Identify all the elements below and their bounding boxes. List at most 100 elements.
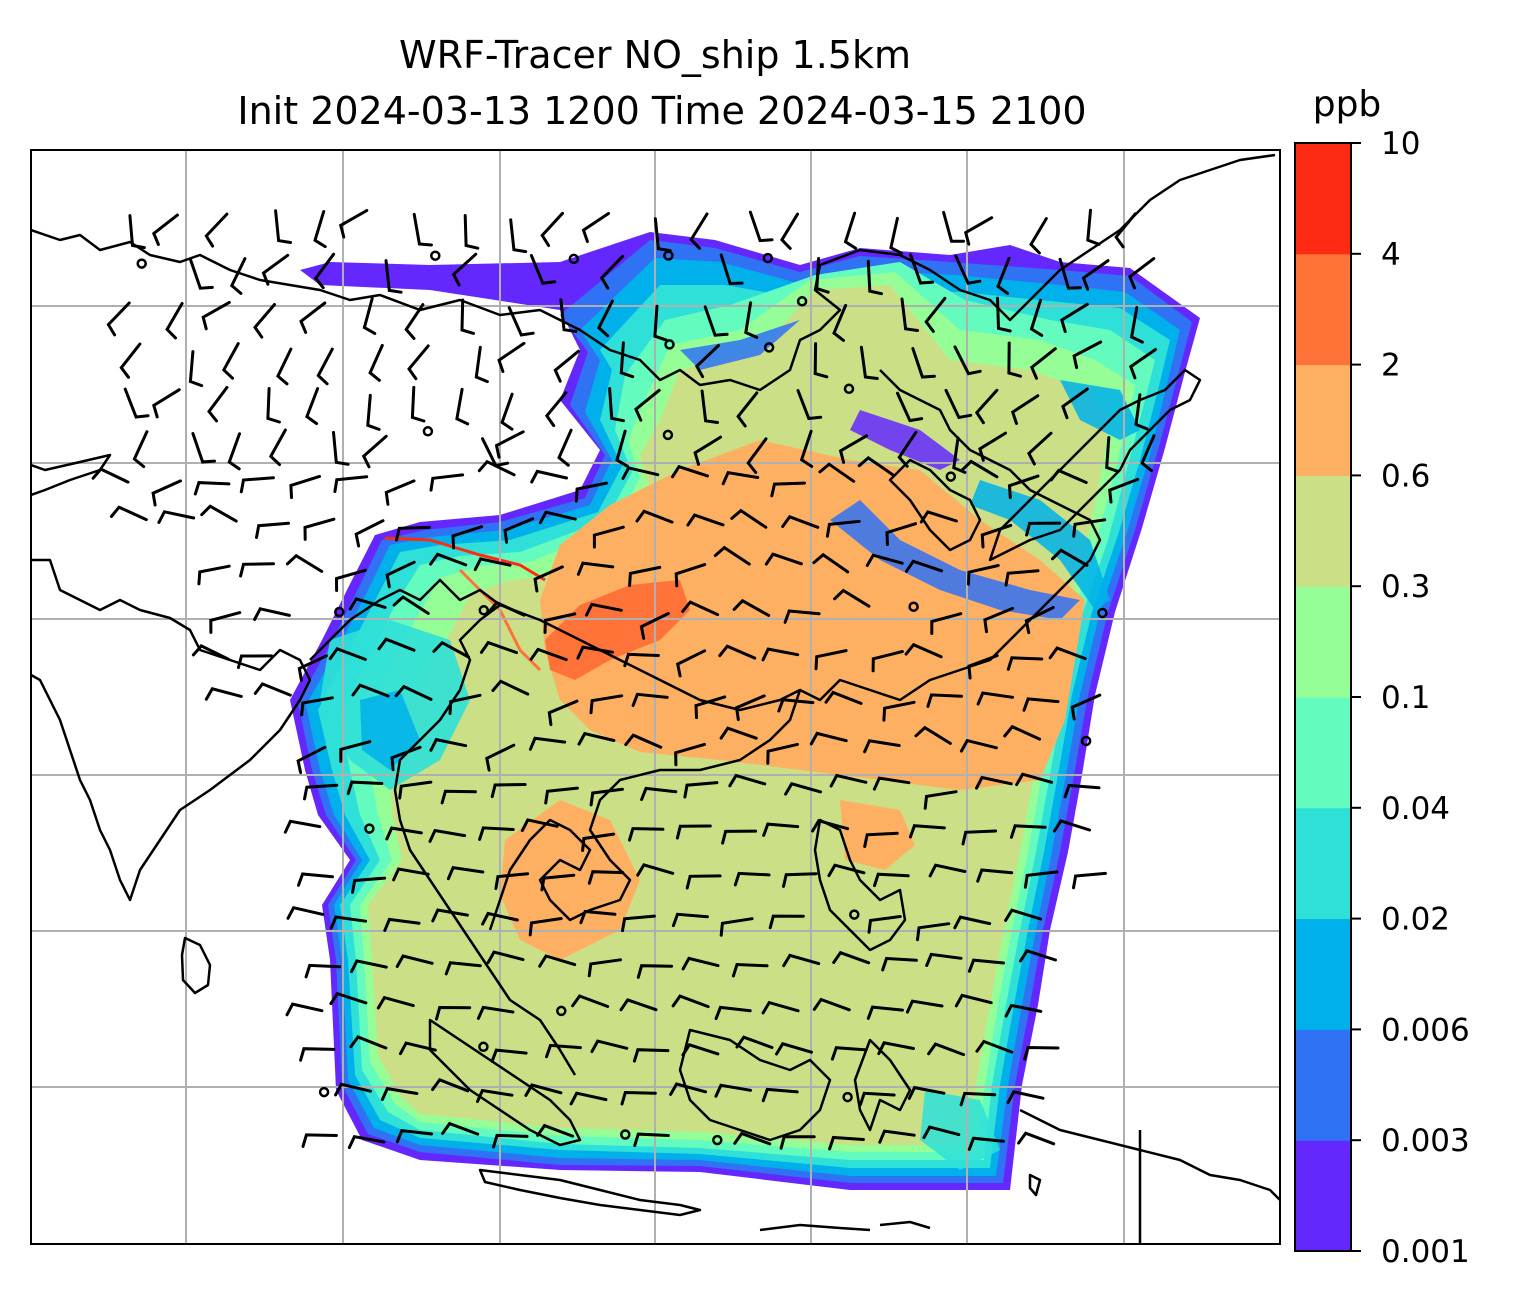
wind-barb xyxy=(201,300,231,331)
wind-barb xyxy=(897,430,918,468)
map-panel xyxy=(31,150,1280,1244)
wind-barb xyxy=(547,699,579,727)
wind-barb xyxy=(261,253,290,286)
wind-barb xyxy=(681,956,720,971)
wind-barb xyxy=(865,553,904,567)
wind-barb xyxy=(952,436,967,474)
wind-barb xyxy=(811,818,850,833)
wind-barb xyxy=(451,525,484,550)
wind-barb xyxy=(1006,1090,1045,1104)
wind-barb xyxy=(1140,434,1156,473)
wind-barb xyxy=(681,1043,720,1057)
calm-wind-marker xyxy=(849,909,860,920)
wind-barb xyxy=(967,654,999,680)
wind-barb xyxy=(882,700,916,722)
wind-barb xyxy=(633,1132,670,1147)
wind-barb xyxy=(197,564,231,586)
wind-barb xyxy=(1108,477,1140,504)
wind-barb xyxy=(435,1005,472,1021)
coastline-sumatra xyxy=(428,1018,582,1147)
wind-barb xyxy=(500,392,514,431)
wind-barb xyxy=(193,481,231,496)
wind-barb xyxy=(300,696,334,717)
wind-barb xyxy=(491,679,530,696)
wind-barb xyxy=(975,775,1013,790)
calm-wind-marker xyxy=(664,339,675,350)
field-low-band-2 xyxy=(970,480,1110,610)
wind-barb xyxy=(944,388,973,420)
wind-barb xyxy=(1072,340,1103,370)
wind-barb xyxy=(589,694,624,715)
wind-barb xyxy=(200,504,238,523)
wind-barb xyxy=(579,909,617,925)
wind-barb xyxy=(799,429,814,468)
wind-barb xyxy=(838,434,869,464)
wind-barb xyxy=(812,997,851,1012)
wind-barb xyxy=(533,565,564,593)
colorbar-tick-label: 2 xyxy=(1381,348,1401,384)
wind-barb xyxy=(907,1085,946,1100)
wind-barb xyxy=(653,304,668,342)
wind-barb xyxy=(728,773,767,788)
wind-barb xyxy=(766,742,799,765)
wind-barb xyxy=(1029,217,1048,255)
coastline-india xyxy=(31,453,312,902)
wind-barb xyxy=(908,824,946,839)
wind-barb xyxy=(653,217,672,253)
wind-barb xyxy=(996,256,1011,295)
wind-barb xyxy=(490,1048,528,1063)
wind-barb xyxy=(1070,693,1102,721)
wind-barb xyxy=(867,915,902,934)
wind-barb xyxy=(338,209,369,239)
wind-barb xyxy=(832,303,848,342)
wind-barb xyxy=(349,1035,388,1050)
wind-barb xyxy=(639,612,670,640)
wind-barb xyxy=(354,519,385,548)
wind-barb xyxy=(569,1091,608,1106)
wind-barb xyxy=(432,640,470,659)
wind-barb xyxy=(967,564,1000,586)
wind-barb xyxy=(151,213,179,246)
wind-barb xyxy=(347,1135,386,1150)
wind-barb xyxy=(781,514,820,529)
wind-barb xyxy=(333,475,369,493)
wind-barb xyxy=(404,303,425,340)
wind-barb xyxy=(872,776,911,791)
wind-barb xyxy=(528,736,567,751)
wind-barb xyxy=(1023,1045,1060,1061)
wind-barb xyxy=(783,609,821,624)
wind-barb xyxy=(451,252,478,287)
wind-barb xyxy=(824,690,863,705)
wind-barb xyxy=(1105,436,1120,473)
wind-barb xyxy=(557,428,573,467)
wind-barb xyxy=(685,874,722,890)
wind-barb xyxy=(350,959,388,974)
wind-barb xyxy=(592,525,625,549)
wind-barb xyxy=(815,257,830,294)
wind-barb xyxy=(693,435,723,466)
wind-barb xyxy=(503,517,535,544)
wind-barb xyxy=(390,745,422,772)
wind-barb xyxy=(285,1002,324,1017)
wind-barb xyxy=(305,387,320,426)
wind-barb xyxy=(825,519,861,538)
wind-barb xyxy=(967,1136,1005,1151)
wind-barb xyxy=(334,1082,372,1097)
wind-barb xyxy=(585,602,623,617)
wind-barb xyxy=(832,950,871,965)
wind-barb xyxy=(299,1047,336,1062)
calm-wind-marker xyxy=(712,1134,723,1146)
wind-barb xyxy=(1072,518,1107,538)
wind-barb xyxy=(440,789,477,805)
wind-barb xyxy=(476,1088,514,1103)
calm-wind-marker xyxy=(620,1129,631,1140)
wind-barb xyxy=(596,299,614,338)
wind-barb xyxy=(829,773,868,788)
wind-barb xyxy=(395,954,434,968)
wind-barb xyxy=(297,654,328,682)
wind-barb xyxy=(621,914,656,933)
wind-barb xyxy=(930,612,963,635)
wind-barb xyxy=(1017,1131,1056,1146)
wind-barb xyxy=(866,259,883,296)
wind-barb xyxy=(963,216,994,246)
